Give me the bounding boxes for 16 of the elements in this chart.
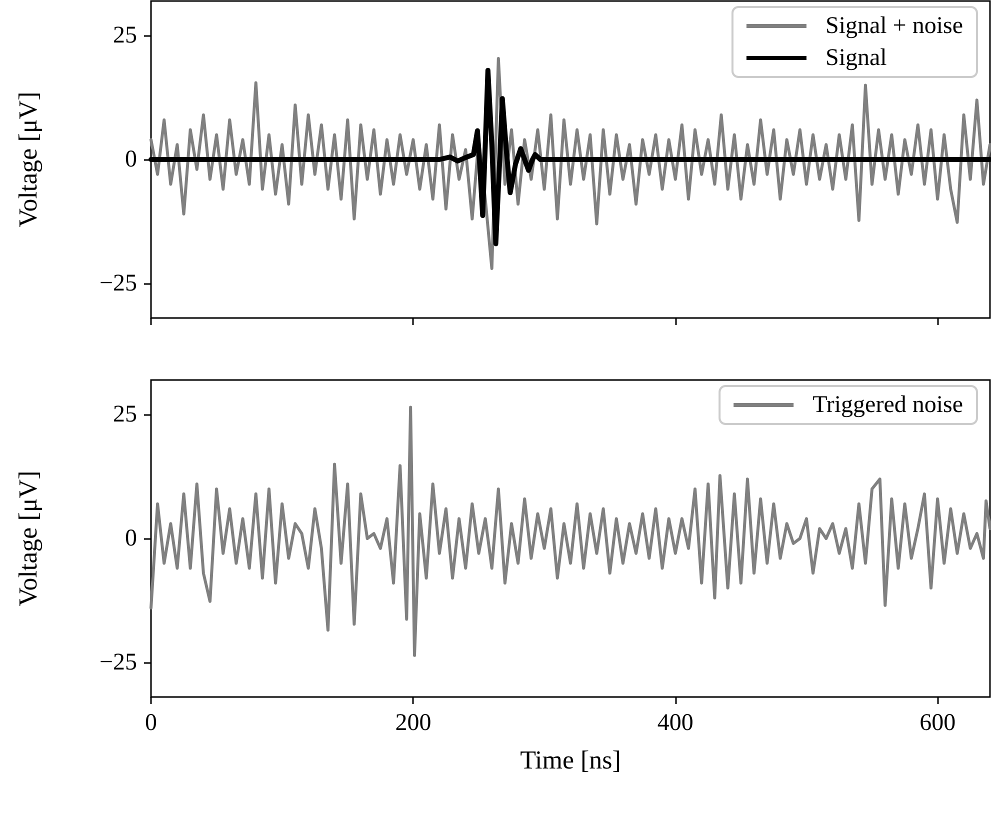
y-tick-label: 0 — [125, 526, 137, 552]
legend-label: Signal + noise — [825, 13, 963, 39]
x-axis-title: Time [ns] — [520, 746, 621, 774]
x-tick-label: 400 — [657, 710, 694, 736]
y-tick-label: −25 — [99, 649, 137, 676]
y-tick-label: 0 — [125, 146, 137, 172]
x-tick-label: 200 — [395, 710, 432, 736]
x-tick-label: 0 — [145, 710, 157, 736]
x-tick-label: 600 — [920, 710, 956, 736]
y-tick-label: −25 — [99, 270, 137, 296]
y-tick-label: 25 — [113, 402, 137, 428]
y-axis-title: Voltage [μV] — [14, 470, 42, 606]
legend-label: Signal — [825, 45, 888, 71]
legend-label: Triggered noise — [812, 392, 964, 418]
y-axis-title: Voltage [μV] — [14, 92, 42, 228]
y-tick-label: 25 — [113, 22, 137, 49]
